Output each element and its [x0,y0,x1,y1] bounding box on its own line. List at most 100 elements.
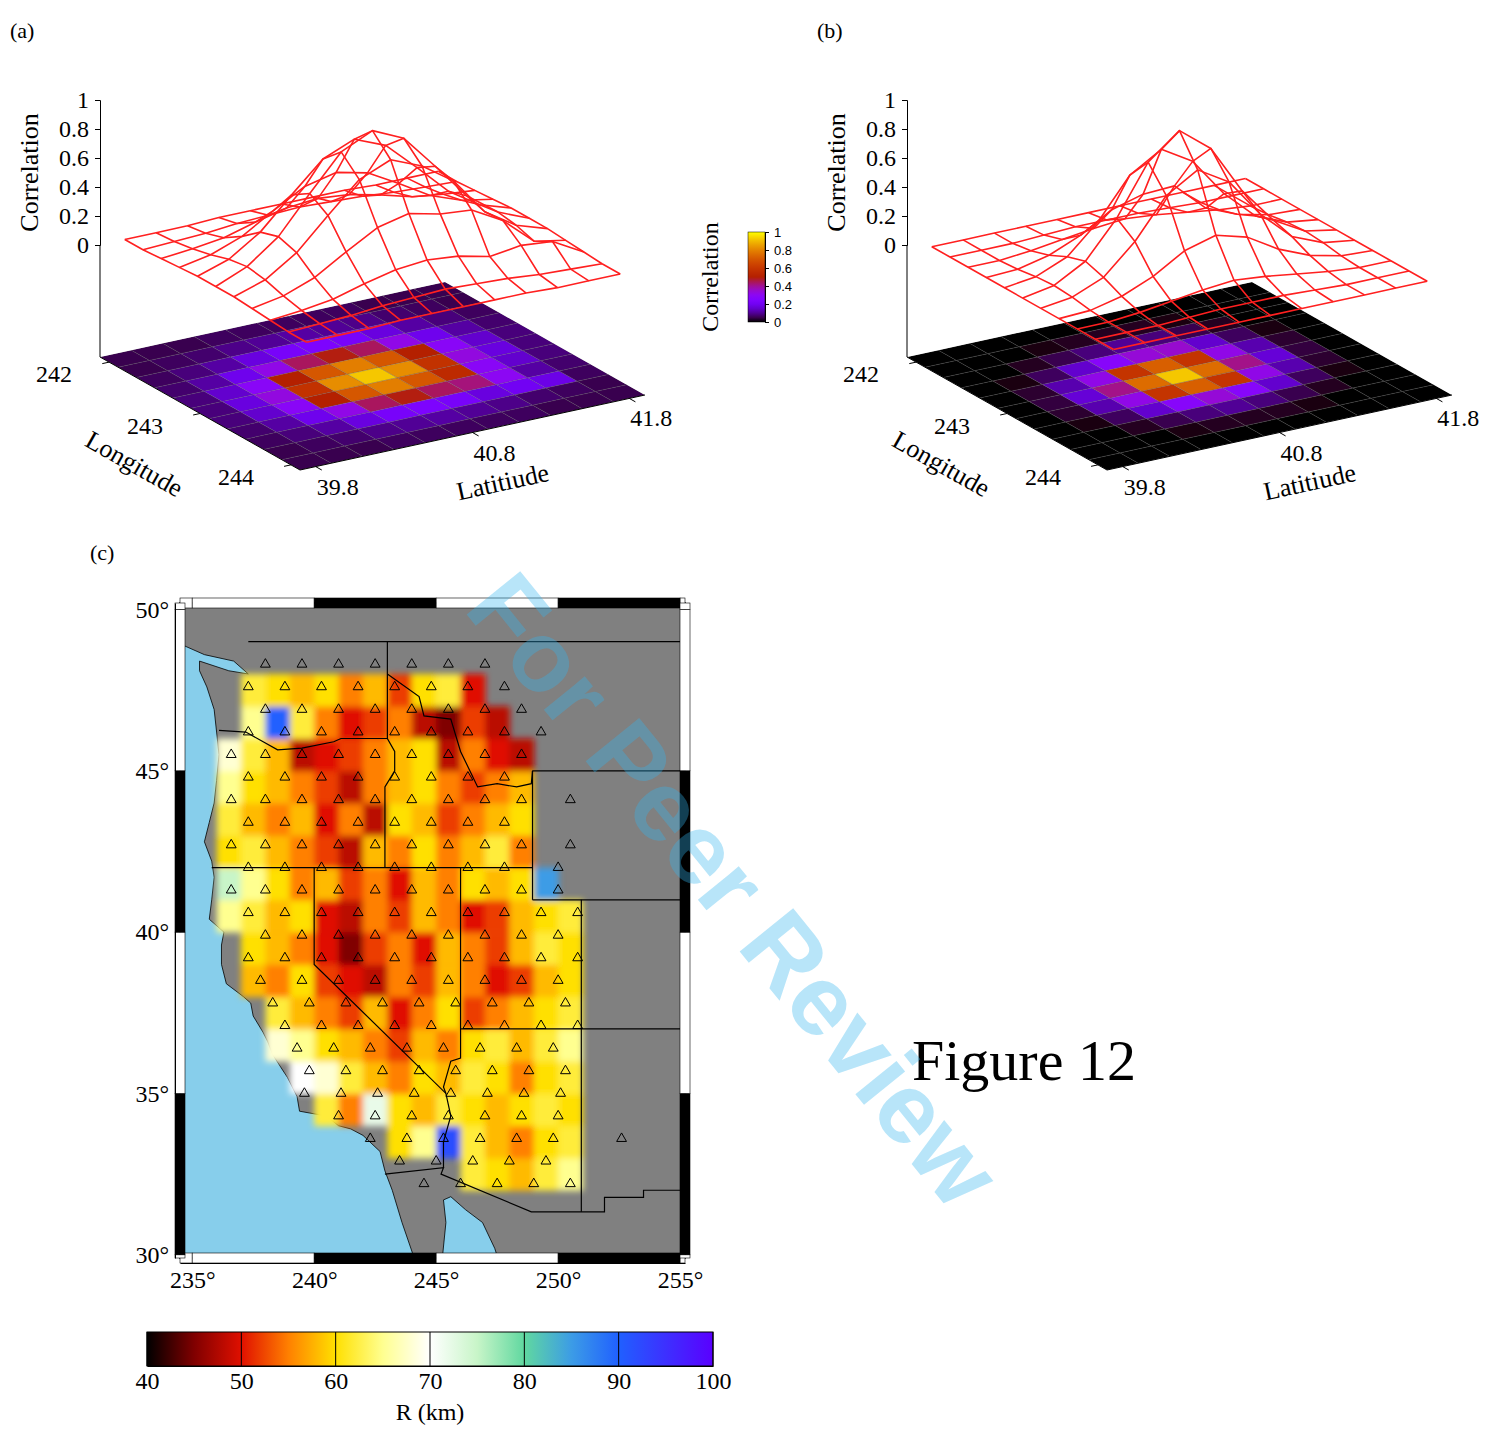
heatmap-cell [412,900,437,933]
tick: 50 [230,1366,254,1394]
station [260,839,270,848]
station [517,930,527,939]
station [317,681,327,690]
station [500,862,510,871]
heatmap-cell [412,771,437,804]
tick-label: 90 [607,1368,631,1394]
heatmap-cell [290,739,315,772]
state-border [443,868,460,1094]
heatmap-cell [314,674,339,707]
tick: 0.4 [866,174,907,200]
station [334,975,344,984]
heatmap-cell [436,964,461,997]
heatmap [217,674,583,1191]
heatmap-cell [314,1061,339,1094]
tick-label: 0.2 [866,203,896,229]
tick-label: 50 [230,1368,254,1394]
station [426,1020,436,1029]
heatmap-cell [290,803,315,836]
heatmap-cell [412,674,437,707]
wire-line [1041,170,1355,308]
station [431,1156,441,1165]
wire-line [179,172,493,267]
wire-line [950,189,1264,257]
heatmap-cell [339,803,364,836]
station [443,930,453,939]
station [304,997,314,1006]
station [334,884,344,893]
station [524,997,534,1006]
station [407,749,417,758]
heatmap-cell [461,1061,486,1094]
heatmap-cell [534,900,559,933]
station [370,1110,380,1119]
wire-line [234,160,548,297]
heatmap-cell [509,868,534,901]
frame-bar [192,1253,314,1263]
station [517,794,527,803]
station [426,907,436,916]
wire-line [407,178,589,281]
station [353,952,363,961]
heatmap-cell [461,706,486,739]
heatmap-cell [363,1029,388,1062]
frame-bar [680,1093,690,1254]
frame-bar [175,1255,185,1258]
tick: 0.4 [765,279,792,294]
heatmap-cell [339,900,364,933]
station [370,930,380,939]
station [329,1043,339,1052]
heatmap-cell [436,932,461,965]
heatmap-cell [339,868,364,901]
station [617,1133,627,1142]
station [463,1020,473,1029]
station [443,975,453,984]
tick-label: 30° [135,1242,169,1268]
heatmap-cell [509,739,534,772]
station [536,1020,546,1029]
wire-line [932,179,1246,247]
station [409,1088,419,1097]
station [573,952,583,961]
heatmap-cell [412,803,437,836]
station [390,952,400,961]
station [390,681,400,690]
station [456,1178,466,1187]
axis-title: Latitiude [454,458,552,506]
heatmap-cell [509,932,534,965]
tick-label: 100 [696,1368,732,1394]
tick-label: 244 [1025,464,1061,490]
frame-bar [558,1253,680,1263]
station [243,817,253,826]
heatmap-cell [265,771,290,804]
heatmap-cell [387,868,412,901]
tick-label: 0.4 [866,174,896,200]
heatmap-cell [387,803,412,836]
heatmap-cell [314,868,339,901]
colorbar-title: Correlation [697,222,723,331]
heatmap-cell [436,835,461,868]
heatmap-cell [485,1126,510,1159]
colorbar-divider [618,1332,619,1366]
heatmap-cell [509,997,534,1030]
station [370,659,380,668]
tick-mark [473,433,479,436]
heatmap-cell [265,674,290,707]
heatmap-cell [461,900,486,933]
tick: 0.2 [765,297,792,312]
heatmap-cell [412,868,437,901]
wireframe [932,131,1427,350]
station [480,749,490,758]
heatmap-cell [217,900,242,933]
heatmap-cell [290,868,315,901]
tick-mark [765,232,769,233]
heatmap-cell [509,1061,534,1094]
tick: 40 [136,1366,160,1394]
station [487,997,497,1006]
station [370,975,380,984]
heatmap-cell [265,997,290,1030]
station [297,704,307,713]
station [353,681,363,690]
heatmap-cell [290,1061,315,1094]
tick-mark [1436,398,1442,401]
